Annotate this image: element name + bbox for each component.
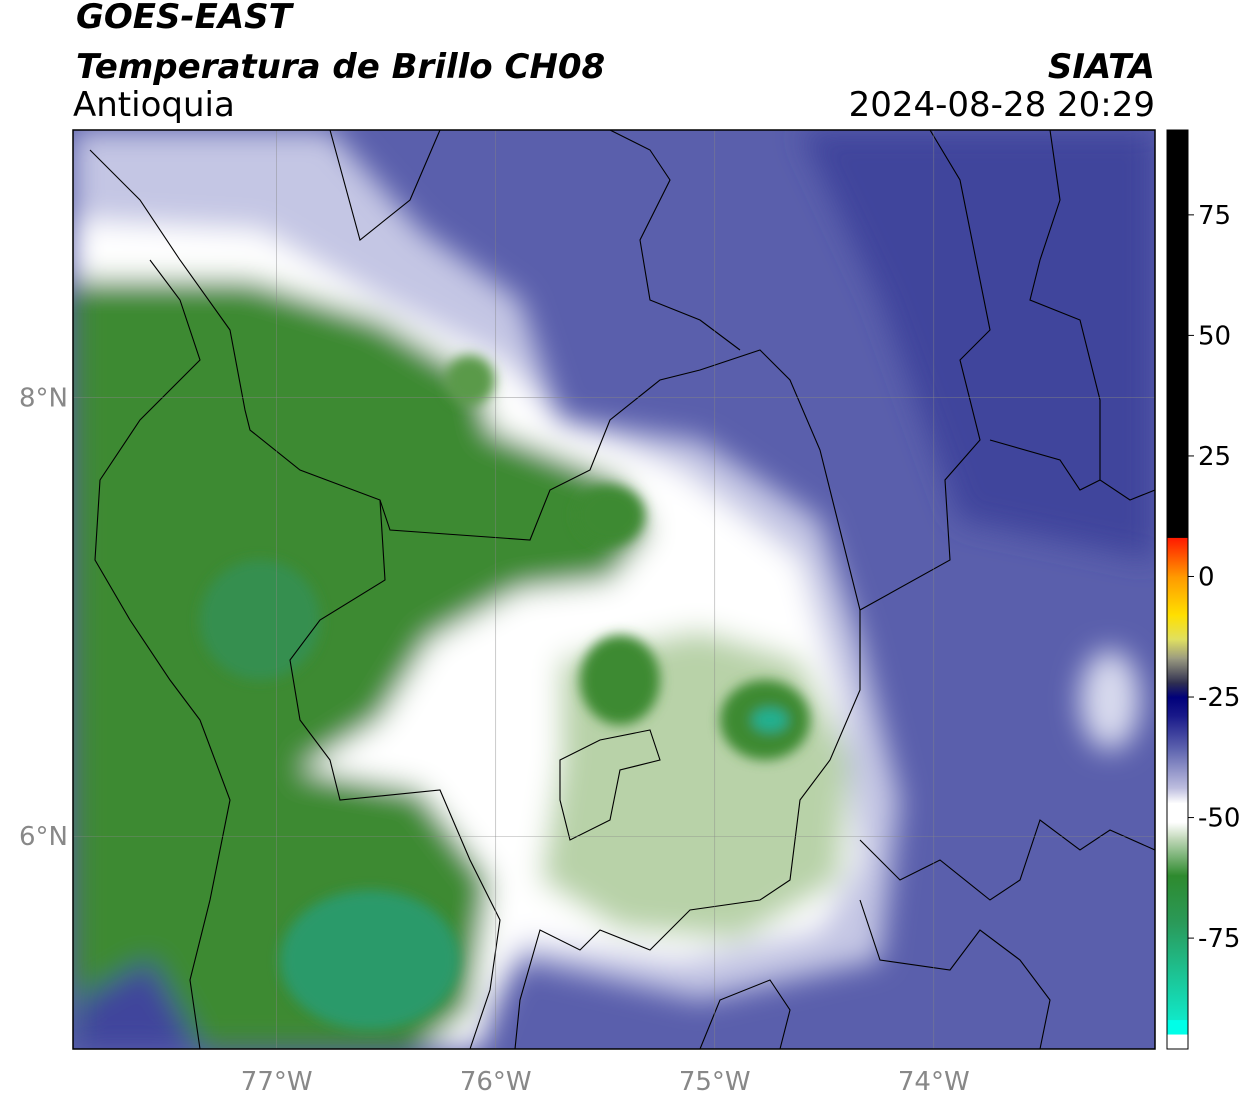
colorbar [1167,130,1188,1050]
colorbar-segment [1167,875,1188,925]
colorbar-segment [1167,803,1188,823]
colorbar-tick-label: 0 [1198,562,1215,592]
colorbar-segment [1167,537,1188,577]
colorbar-segment [1167,716,1188,751]
subtitle: Temperatura de Brillo CH08 [76,47,605,87]
colorbar-tick-label: 25 [1198,442,1231,472]
colorbar-segment [1167,923,1188,1021]
colorbar-segment [1167,576,1188,616]
colorbar-segment [1167,836,1188,876]
x-tick-label: 74°W [898,1067,970,1097]
title: GOES-EAST [76,0,295,37]
map-image [73,130,1155,1049]
colorbar-tick-label: -25 [1198,683,1240,713]
x-tick-label: 77°W [241,1067,313,1097]
colorbar-segment [1167,788,1188,804]
colorbar-tick-label: -75 [1198,924,1240,954]
colorbar-segment [1167,750,1188,790]
source: SIATA [1048,47,1155,87]
colorbar-tick-label: 75 [1198,201,1231,231]
colorbar-frame [1166,129,1189,1050]
colorbar-segment [1167,1020,1188,1036]
graticule [73,130,1155,1049]
colorbar-segment [1167,822,1188,838]
colorbar-segment [1167,615,1188,640]
map-frame [72,129,1156,1050]
x-tick-label: 75°W [679,1067,751,1097]
colorbar-segment [1167,130,1188,539]
y-tick-label: 6°N [19,822,68,852]
colorbar-segment [1167,639,1188,659]
colorbar-segment [1167,658,1188,684]
colorbar-tick-label: -50 [1198,804,1240,834]
y-tick-label: 8°N [19,384,68,414]
datetime: 2024-08-28 20:29 [849,85,1155,125]
colorbar-segment [1167,697,1188,717]
colorbar-segment [1167,1034,1188,1050]
colorbar-segment [1167,682,1188,698]
colorbar-tick-label: 50 [1198,321,1231,351]
region: Antioquia [73,85,235,125]
x-tick-label: 76°W [460,1067,532,1097]
